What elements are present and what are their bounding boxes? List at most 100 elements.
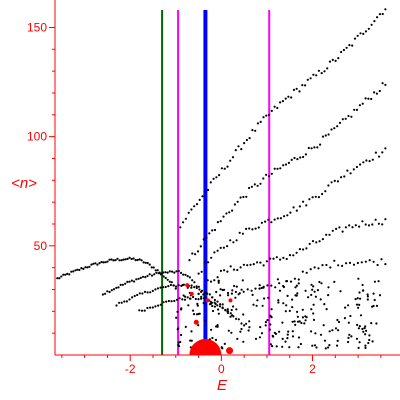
data-point	[291, 330, 294, 333]
data-point	[384, 83, 387, 86]
data-point	[217, 312, 220, 315]
data-point	[364, 333, 367, 336]
data-point	[166, 278, 169, 281]
data-point	[325, 308, 328, 311]
data-point	[258, 284, 261, 287]
data-point	[259, 182, 262, 185]
data-point	[384, 147, 387, 150]
data-point	[192, 309, 195, 312]
data-point	[159, 273, 162, 276]
data-point	[202, 297, 205, 300]
data-point	[211, 309, 215, 313]
data-point	[289, 211, 292, 214]
data-point	[182, 294, 185, 297]
data-point	[336, 180, 339, 183]
data-point	[236, 268, 239, 272]
data-point	[296, 310, 299, 313]
data-point	[181, 298, 184, 301]
data-point	[257, 226, 260, 229]
data-point	[312, 285, 315, 288]
data-point	[112, 288, 116, 291]
data-point	[157, 272, 160, 275]
data-point	[195, 285, 198, 288]
data-point	[350, 115, 353, 118]
data-point	[233, 203, 236, 206]
data-point	[188, 259, 191, 262]
data-point	[138, 309, 141, 312]
data-point	[237, 145, 240, 148]
data-point	[102, 261, 105, 264]
data-point	[170, 300, 173, 303]
data-point	[216, 300, 219, 303]
data-point	[352, 168, 355, 171]
data-point	[275, 256, 278, 259]
data-point	[366, 293, 369, 296]
data-point	[333, 259, 336, 262]
y-tick-label: 50	[34, 239, 48, 253]
data-point	[299, 156, 302, 159]
data-point	[284, 163, 288, 166]
data-point	[154, 305, 157, 308]
data-point	[367, 27, 370, 30]
data-point	[197, 285, 200, 288]
data-point	[295, 251, 298, 254]
data-point	[248, 320, 251, 323]
data-point	[362, 161, 365, 164]
data-point	[259, 326, 262, 329]
data-point	[289, 280, 293, 283]
data-point	[371, 158, 374, 161]
data-point	[317, 267, 320, 270]
data-point	[337, 57, 340, 60]
data-point	[213, 298, 216, 302]
data-point	[124, 258, 127, 261]
data-point	[282, 256, 285, 259]
data-point	[295, 284, 298, 287]
data-point	[357, 277, 360, 280]
data-point	[321, 238, 324, 241]
data-point	[288, 309, 291, 312]
data-point	[262, 116, 265, 119]
data-point	[227, 294, 230, 297]
data-point	[329, 266, 332, 269]
data-point	[223, 342, 226, 345]
data-point	[132, 257, 135, 260]
data-point	[184, 273, 187, 276]
data-point	[315, 241, 318, 244]
data-point	[271, 345, 274, 348]
data-point	[60, 275, 63, 278]
data-point	[104, 261, 107, 264]
data-point	[241, 279, 244, 282]
data-point	[159, 303, 162, 306]
data-point	[254, 287, 257, 290]
data-point	[216, 324, 219, 327]
data-point	[323, 339, 327, 342]
data-point	[110, 289, 113, 292]
data-point	[181, 283, 184, 287]
data-point	[128, 256, 131, 259]
data-point	[70, 270, 73, 273]
data-point	[375, 92, 378, 95]
data-point	[294, 323, 297, 326]
data-point	[267, 113, 271, 116]
data-point	[314, 332, 317, 335]
data-point	[264, 220, 267, 223]
data-point	[235, 317, 238, 320]
data-point	[265, 173, 268, 176]
data-point	[310, 330, 313, 333]
data-point	[301, 316, 304, 319]
data-point	[380, 258, 383, 261]
data-point	[240, 288, 243, 291]
data-point	[56, 277, 59, 280]
data-point	[338, 226, 341, 229]
data-point	[354, 224, 357, 227]
data-point	[168, 280, 171, 283]
data-point	[134, 259, 137, 262]
data-point	[320, 72, 323, 75]
data-point	[357, 346, 360, 349]
data-point	[162, 301, 165, 304]
data-point	[279, 167, 282, 170]
data-point	[205, 291, 208, 294]
data-point	[268, 328, 271, 331]
data-point	[373, 20, 376, 23]
data-point	[238, 231, 241, 234]
